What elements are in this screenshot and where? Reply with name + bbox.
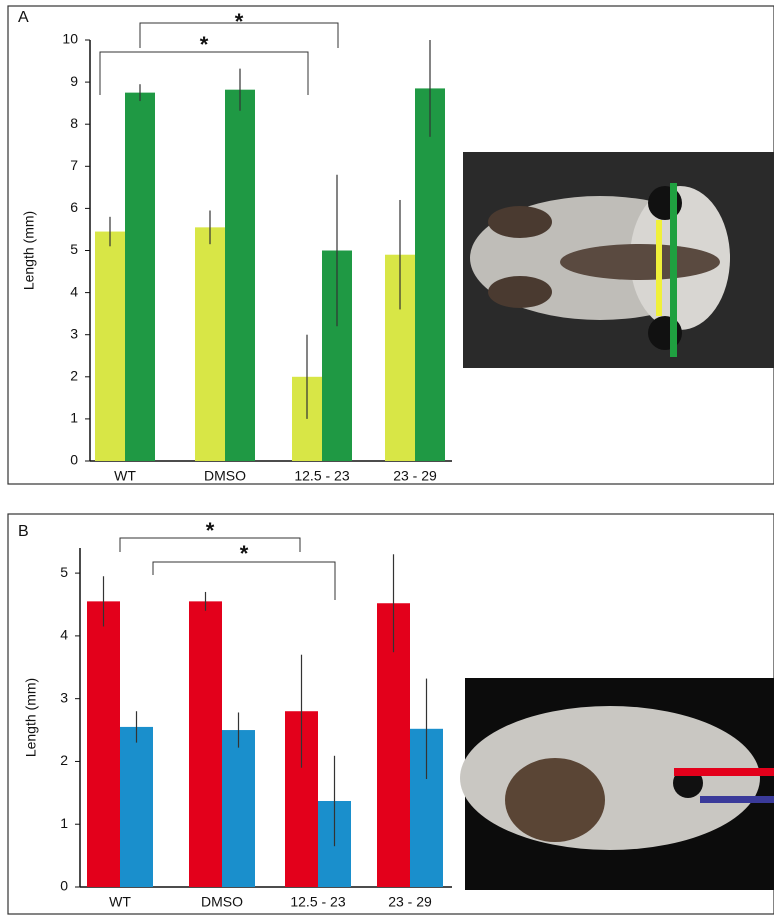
x-tick-label: DMSO [201,894,243,910]
x-tick-label: 23 - 29 [393,468,437,484]
y-tick-label: 0 [60,878,68,894]
significance-mark: * [240,541,249,566]
photo-dorsal [463,152,774,368]
significance-bracket [153,562,335,600]
bar [189,601,222,887]
y-tick-label: 5 [60,564,68,580]
x-tick-label: WT [114,468,136,484]
y-tick-label: 3 [70,325,78,341]
y-tick-label: 2 [60,752,68,768]
y-tick-label: 4 [70,283,78,299]
y-tick-label: 7 [70,157,78,173]
y-tick-label: 1 [60,815,68,831]
significance-mark: * [235,9,244,34]
figure: ALength (mm)012345678910WTDMSO12.5 - 232… [0,0,774,922]
x-tick-label: DMSO [204,468,246,484]
y-tick-label: 9 [70,73,78,89]
significance-mark: * [206,518,215,543]
y-axis-label: Length (mm) [23,678,39,757]
significance-mark: * [200,32,209,57]
y-tick-label: 8 [70,115,78,131]
panel-label: B [18,523,29,540]
y-tick-label: 2 [70,368,78,384]
bar [195,227,225,461]
x-tick-label: 12.5 - 23 [294,468,349,484]
y-tick-label: 6 [70,199,78,215]
photo-lateral [460,678,774,890]
page: {"chart_data": [ {"type": "bar", "panel"… [0,0,774,922]
x-tick-label: 23 - 29 [388,894,432,910]
bar [125,93,155,461]
y-tick-label: 3 [60,689,68,705]
y-tick-label: 5 [70,241,78,257]
y-tick-label: 4 [60,627,68,643]
bar [222,730,255,887]
bar [120,727,153,887]
y-axis-label: Length (mm) [21,211,37,290]
y-tick-label: 0 [70,452,78,468]
bar [225,90,255,461]
x-tick-label: 12.5 - 23 [290,894,345,910]
x-tick-label: WT [109,894,131,910]
y-tick-label: 1 [70,410,78,426]
panel-label: A [18,9,29,26]
bar [95,232,125,461]
bar [87,601,120,887]
bar [415,88,445,461]
significance-bracket [100,52,308,95]
y-tick-label: 10 [62,31,78,47]
